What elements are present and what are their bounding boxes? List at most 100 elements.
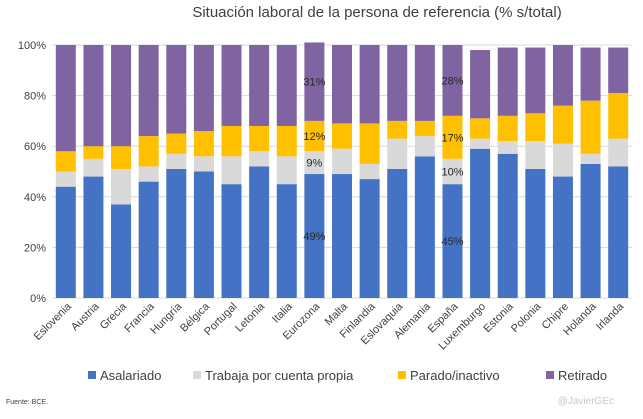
bar-letonia-retirado [249, 45, 270, 126]
bar-alemania-asalariado [414, 156, 435, 298]
bar-hungria-retirado [166, 45, 187, 134]
bar-eurozona-parado-inactivo [304, 120, 325, 152]
bar-francia-trabaja-por-cuenta-propia [138, 166, 159, 182]
bar-italia-trabaja-por-cuenta-propia [276, 156, 297, 185]
x-axis-labels: EsloveniaAustriaGreciaFranciaHungríaBélg… [32, 300, 627, 352]
bar-espana-asalariado [442, 184, 463, 298]
legend-label-asalariado: Asalariado [100, 368, 161, 383]
bar-belgica-parado-inactivo [193, 131, 214, 157]
bar-espana-trabaja-por-cuenta-propia [442, 158, 463, 185]
bar-letonia-asalariado [249, 166, 270, 298]
legend-swatch-trabaja-por-cuenta-propia [193, 371, 201, 379]
legend-label-retirado: Retirado [558, 368, 607, 383]
bar-estonia-retirado [497, 47, 518, 116]
bar-grecia-retirado [111, 45, 132, 147]
data-label-eurozona-trabaja-por-cuenta-propia: 9% [306, 158, 322, 170]
data-label-espana-retirado: 28% [441, 75, 463, 87]
bar-finlandia-asalariado [359, 179, 380, 298]
bar-austria-retirado [83, 45, 104, 147]
bar-luxemburgo-parado-inactivo [470, 118, 491, 139]
bar-chipre-asalariado [552, 176, 573, 298]
bar-alemania-trabaja-por-cuenta-propia [414, 136, 435, 157]
bar-eslovenia-parado-inactivo [55, 151, 76, 172]
bar-holanda-retirado [580, 47, 601, 101]
bar-polonia-parado-inactivo [525, 113, 546, 142]
bar-irlanda-parado-inactivo [608, 93, 629, 139]
bar-malta-asalariado [332, 174, 352, 298]
bar-malta-parado-inactivo [332, 123, 352, 149]
author-credit: @JavierGEc [558, 396, 614, 407]
x-tick-label: Polonia [509, 300, 544, 335]
data-label-eurozona-retirado: 31% [303, 77, 325, 89]
bar-irlanda-retirado [608, 47, 629, 94]
bar-finlandia-trabaja-por-cuenta-propia [359, 163, 380, 180]
bar-polonia-trabaja-por-cuenta-propia [525, 141, 546, 169]
bar-italia-retirado [276, 45, 297, 126]
bar-chipre-retirado [552, 45, 573, 106]
y-tick-label: 40% [24, 192, 46, 204]
y-tick-label: 60% [24, 141, 46, 153]
bar-hungria-trabaja-por-cuenta-propia [166, 153, 187, 169]
data-label-eurozona-asalariado: 49% [303, 231, 325, 243]
data-label-espana-trabaja-por-cuenta-propia: 10% [441, 167, 463, 179]
x-tick-label: Eslovenia [32, 300, 75, 343]
source-note: Fuente: BCE. [6, 399, 48, 406]
bar-portugal-trabaja-por-cuenta-propia [221, 156, 242, 185]
bar-eslovaquia-trabaja-por-cuenta-propia [387, 138, 408, 169]
bar-estonia-trabaja-por-cuenta-propia [497, 141, 518, 154]
bar-holanda-parado-inactivo [580, 100, 601, 154]
bar-chipre-trabaja-por-cuenta-propia [552, 143, 573, 177]
bar-finlandia-parado-inactivo [359, 123, 380, 164]
bar-holanda-trabaja-por-cuenta-propia [580, 153, 601, 164]
x-tick-label: Letonia [233, 300, 268, 335]
bar-belgica-retirado [193, 45, 214, 132]
y-tick-label: 20% [24, 242, 46, 254]
data-labels: 49% 9% 12% 31% 45% 10% 17% 28% [303, 75, 463, 248]
bar-holanda-asalariado [580, 163, 601, 298]
bar-letonia-trabaja-por-cuenta-propia [249, 151, 270, 167]
bar-hungria-parado-inactivo [166, 133, 187, 154]
chart-title: Situación laboral de la persona de refer… [192, 4, 561, 21]
bar-espana-retirado [442, 45, 463, 116]
y-tick-label: 0% [30, 293, 46, 305]
data-label-eurozona-parado-inactivo: 12% [303, 131, 325, 143]
bar-luxemburgo-retirado [470, 50, 491, 119]
bar-luxemburgo-asalariado [470, 148, 491, 298]
bar-estonia-parado-inactivo [497, 115, 518, 142]
bar-malta-retirado [332, 45, 352, 124]
bar-italia-asalariado [276, 184, 297, 298]
x-tick-label: Austria [69, 300, 102, 333]
bar-letonia-parado-inactivo [249, 125, 270, 152]
bar-austria-asalariado [83, 176, 104, 298]
legend-label-parado-inactivo: Parado/inactivo [410, 368, 500, 383]
x-tick-label: Hungría [148, 300, 185, 337]
bar-eslovaquia-parado-inactivo [387, 120, 408, 139]
legend: Asalariado Trabaja por cuenta propia Parad… [88, 368, 607, 383]
bar-polonia-retirado [525, 47, 546, 114]
bar-austria-trabaja-por-cuenta-propia [83, 158, 104, 177]
bar-hungria-asalariado [166, 168, 187, 298]
bar-portugal-parado-inactivo [221, 125, 242, 157]
bar-grecia-parado-inactivo [111, 146, 132, 169]
bar-eslovenia-retirado [55, 45, 76, 152]
bar-grecia-asalariado [111, 204, 132, 298]
bar-espana-parado-inactivo [442, 115, 463, 159]
y-axis-ticks: 0% 20% 40% 60% 80% 100% [18, 40, 46, 305]
bar-eurozona-trabaja-por-cuenta-propia [304, 151, 325, 175]
bar-eslovaquia-retirado [387, 45, 408, 121]
legend-swatch-asalariado [88, 371, 96, 379]
bar-chipre-parado-inactivo [552, 105, 573, 144]
bar-malta-trabaja-por-cuenta-propia [332, 148, 352, 175]
legend-label-trabaja-por-cuenta-propia: Trabaja por cuenta propia [205, 368, 354, 383]
bars [55, 42, 629, 298]
bar-italia-parado-inactivo [276, 125, 297, 157]
data-label-espana-asalariado: 45% [441, 236, 463, 248]
bar-eslovenia-asalariado [55, 186, 76, 298]
bar-francia-asalariado [138, 181, 159, 298]
bar-polonia-asalariado [525, 168, 546, 298]
bar-grecia-trabaja-por-cuenta-propia [111, 168, 132, 205]
bar-francia-retirado [138, 45, 159, 137]
bar-austria-parado-inactivo [83, 146, 104, 159]
